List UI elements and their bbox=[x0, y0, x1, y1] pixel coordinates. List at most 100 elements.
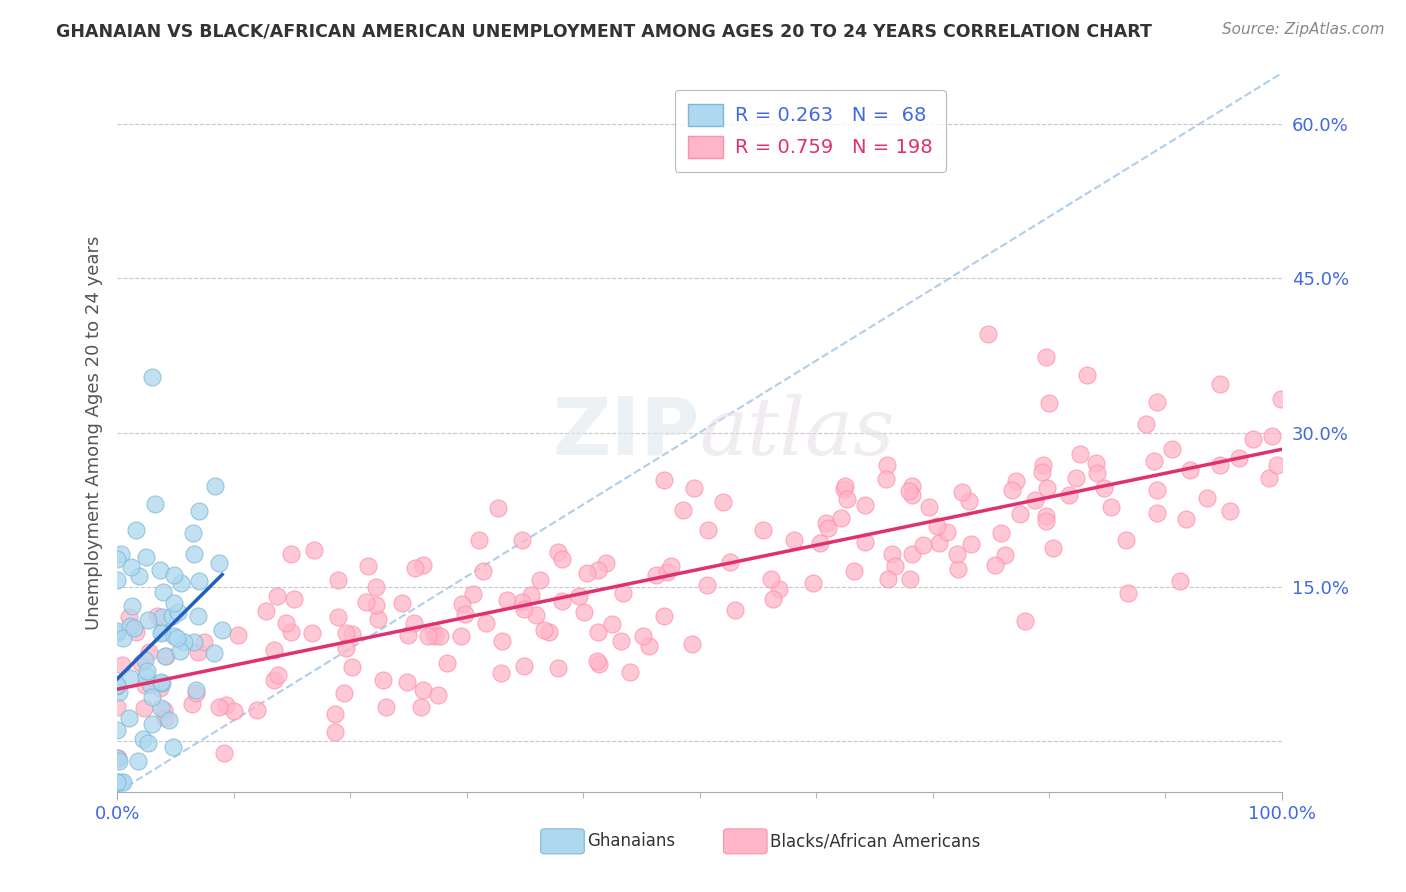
Point bbox=[187, 645, 209, 659]
Point bbox=[136, 736, 159, 750]
Point bbox=[512, 659, 534, 673]
Point bbox=[228, 628, 250, 642]
Point bbox=[1143, 453, 1166, 467]
Point bbox=[202, 646, 225, 660]
Point bbox=[335, 641, 357, 656]
Point bbox=[1076, 368, 1098, 383]
Point bbox=[364, 580, 387, 594]
Point bbox=[283, 591, 305, 606]
Point bbox=[900, 479, 922, 493]
Point bbox=[1174, 512, 1197, 526]
Point bbox=[111, 658, 134, 673]
Point bbox=[105, 699, 128, 714]
Point bbox=[418, 629, 440, 643]
Point bbox=[880, 547, 903, 561]
Point bbox=[1035, 508, 1057, 523]
Point bbox=[495, 593, 517, 607]
Point bbox=[183, 547, 205, 561]
Point bbox=[1066, 471, 1088, 485]
Point bbox=[301, 626, 323, 640]
Point bbox=[412, 683, 434, 698]
Point bbox=[918, 500, 941, 514]
Point bbox=[876, 573, 898, 587]
Point bbox=[134, 652, 156, 666]
Point bbox=[652, 608, 675, 623]
Point bbox=[427, 688, 450, 702]
Point bbox=[512, 602, 534, 616]
Point bbox=[146, 609, 169, 624]
Point bbox=[652, 473, 675, 487]
Point bbox=[959, 536, 981, 550]
Point bbox=[801, 576, 824, 591]
Point bbox=[1270, 392, 1292, 406]
Point bbox=[118, 619, 141, 633]
Point bbox=[925, 518, 948, 533]
Point bbox=[139, 677, 162, 691]
Point bbox=[108, 754, 131, 768]
Point bbox=[105, 723, 128, 737]
Point bbox=[752, 523, 775, 537]
Point bbox=[111, 775, 134, 789]
Point bbox=[150, 701, 173, 715]
Point bbox=[105, 624, 128, 638]
Point bbox=[1035, 350, 1057, 364]
Point bbox=[266, 590, 288, 604]
Point bbox=[853, 498, 876, 512]
Point bbox=[367, 612, 389, 626]
Point bbox=[150, 675, 173, 690]
Point bbox=[761, 592, 783, 607]
Point bbox=[183, 635, 205, 649]
Point bbox=[1241, 432, 1264, 446]
Point bbox=[105, 751, 128, 765]
Point bbox=[830, 510, 852, 524]
Point bbox=[267, 668, 290, 682]
Point bbox=[612, 586, 634, 600]
Point bbox=[585, 654, 607, 668]
Point bbox=[768, 582, 790, 596]
Point bbox=[150, 610, 173, 624]
Point bbox=[409, 700, 432, 714]
Point bbox=[489, 666, 512, 681]
Point bbox=[1265, 458, 1288, 472]
Point bbox=[1209, 458, 1232, 473]
Point bbox=[120, 560, 142, 574]
Point bbox=[129, 657, 152, 671]
Point bbox=[204, 479, 226, 493]
Point bbox=[107, 750, 129, 764]
Point bbox=[837, 492, 859, 507]
Point bbox=[1195, 491, 1218, 505]
Point bbox=[105, 552, 128, 566]
Point bbox=[1160, 442, 1182, 457]
Point bbox=[1146, 394, 1168, 409]
Point bbox=[188, 504, 211, 518]
Point bbox=[1209, 376, 1232, 391]
Point bbox=[136, 665, 159, 679]
Point bbox=[876, 458, 898, 472]
Point bbox=[280, 547, 302, 561]
Point bbox=[357, 558, 380, 573]
Point bbox=[152, 585, 174, 599]
Point bbox=[222, 704, 245, 718]
Point bbox=[160, 608, 183, 623]
Point bbox=[423, 629, 446, 643]
Point bbox=[990, 526, 1012, 541]
Point bbox=[105, 679, 128, 693]
Point bbox=[1004, 474, 1026, 488]
Point bbox=[808, 536, 831, 550]
Point bbox=[1115, 533, 1137, 548]
Point bbox=[1146, 483, 1168, 497]
Point bbox=[302, 543, 325, 558]
Point bbox=[326, 573, 349, 587]
Point bbox=[697, 524, 720, 538]
Point bbox=[454, 607, 477, 621]
Point bbox=[524, 607, 547, 622]
Point bbox=[844, 564, 866, 578]
Point bbox=[576, 566, 599, 581]
Point bbox=[551, 593, 574, 607]
Point bbox=[491, 634, 513, 648]
Point bbox=[450, 629, 472, 643]
Point bbox=[834, 479, 856, 493]
Point bbox=[1085, 457, 1108, 471]
Point bbox=[134, 701, 156, 715]
Point bbox=[404, 561, 426, 575]
